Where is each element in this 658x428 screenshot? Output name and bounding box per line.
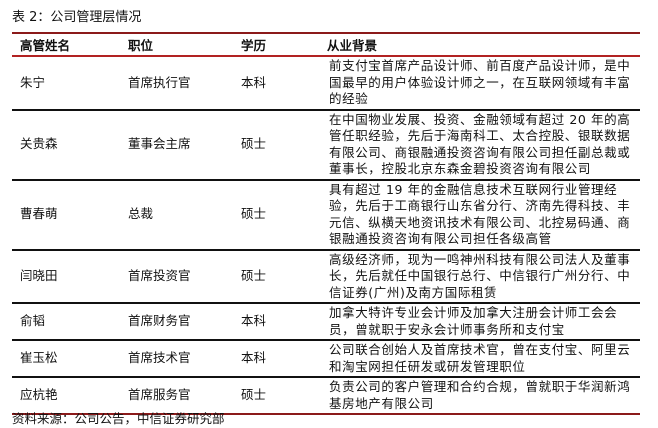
cell-name: 朱宁 [20, 74, 46, 90]
cell-background: 前支付宝首席产品设计师、前百度产品设计师，是中国最早的用户体验设计师之一，在互联… [329, 58, 631, 106]
cell-name: 应杭艳 [20, 387, 58, 403]
cell-education: 硕士 [241, 387, 267, 403]
header-name: 高管姓名 [20, 38, 71, 53]
table-title: 表 2：公司管理层情况 [12, 10, 142, 25]
cell-position: 首席服务官 [128, 387, 191, 403]
table-row: 闫晓田 首席投资官 硕士 高级经济师，现为一鸣神州科技有限公司法人及董事长，先后就任中… [12, 250, 640, 303]
cell-education: 本科 [241, 74, 267, 90]
cell-position: 首席财务官 [128, 313, 191, 329]
cell-position: 首席执行官 [128, 74, 191, 90]
cell-education: 本科 [241, 350, 267, 366]
cell-name: 闫晓田 [20, 268, 58, 283]
cell-name: 崔玉松 [20, 350, 58, 366]
table-row: 曹春萌 总裁 硕士 具有超过 19 年的金融信息技术互联网行业管理经验，先后于工商银行… [12, 180, 640, 250]
cell-education: 本科 [241, 313, 267, 329]
cell-background: 具有超过 19 年的金融信息技术互联网行业管理经验，先后于工商银行山东省分行、济… [329, 181, 631, 247]
source-note: 资料来源：公司公告，中信证券研究部 [12, 411, 225, 426]
table-row: 俞韬 首席财务官 本科 加拿大特许专业会计师及加拿大注册会计师工会会员，曾就职于安永会… [12, 303, 640, 340]
cell-education: 硕士 [241, 206, 267, 222]
table-row: 关贵森 董事会主席 硕士 在中国物业发展、投资、金融领域有超过 20 年的高管任职经验… [12, 110, 640, 180]
cell-position: 总裁 [128, 206, 154, 222]
cell-education: 硕士 [241, 268, 267, 283]
table-row: 朱宁 首席执行官 本科 前支付宝首席产品设计师、前百度产品设计师，是中国最早的用户体验… [12, 56, 640, 110]
cell-background: 负责公司的客户管理和合约合规，曾就职于华润新鸿基房地产有限公司 [329, 379, 631, 411]
cell-background: 在中国物业发展、投资、金融领域有超过 20 年的高管任职经验，先后于海南科工、太… [329, 111, 631, 177]
cell-background: 高级经济师，现为一鸣神州科技有限公司法人及董事长，先后就任中国银行总行、中信银行… [329, 251, 631, 300]
table-row: 崔玉松 首席技术官 本科 公司联合创始人及首席技术官，曾在支付宝、阿里云和淘宝网担任研… [12, 340, 640, 377]
cell-name: 俞韬 [20, 313, 46, 329]
cell-position: 董事会主席 [128, 136, 191, 152]
cell-position: 首席投资官 [128, 268, 191, 283]
cell-education: 硕士 [241, 136, 267, 152]
header-background: 从业背景 [327, 38, 378, 53]
cell-name: 曹春萌 [20, 206, 58, 222]
management-table: 高管姓名 职位 学历 从业背景 朱宁 首席执行官 本科 前支付宝首席产品设计师、前百度… [12, 32, 640, 415]
table-header-row: 高管姓名 职位 学历 从业背景 [12, 33, 640, 56]
header-education: 学历 [241, 38, 267, 53]
table-row: 应杭艳 首席服务官 硕士 负责公司的客户管理和合约合规，曾就职于华润新鸿基房地产有限公… [12, 377, 640, 414]
cell-position: 首席技术官 [128, 350, 191, 366]
header-position: 职位 [128, 38, 154, 53]
cell-background: 加拿大特许专业会计师及加拿大注册会计师工会会员，曾就职于安永会计师事务所和支付宝 [329, 305, 618, 337]
cell-name: 关贵森 [20, 136, 58, 152]
cell-background: 公司联合创始人及首席技术官，曾在支付宝、阿里云和淘宝网担任研发或研发管理职位 [329, 342, 631, 374]
